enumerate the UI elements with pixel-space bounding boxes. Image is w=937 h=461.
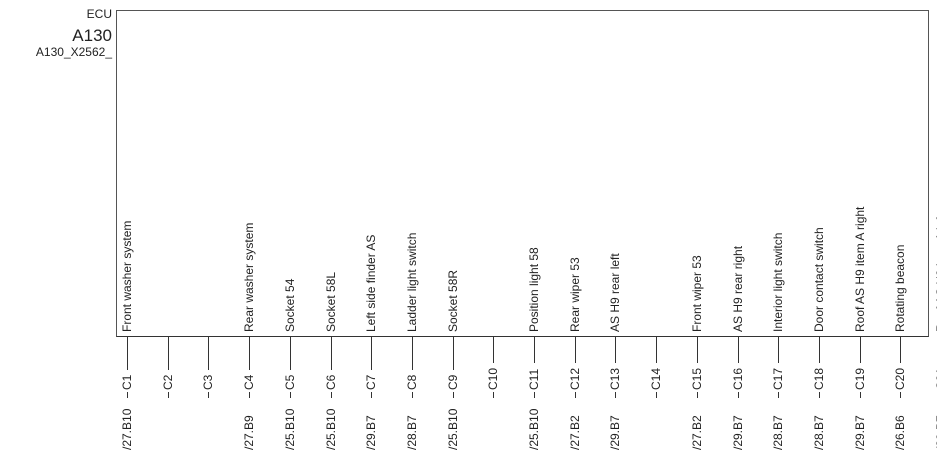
pin-line bbox=[819, 392, 820, 398]
pin-line bbox=[738, 337, 739, 363]
pin-number: C12 bbox=[568, 367, 582, 390]
pin-line bbox=[615, 392, 616, 398]
pin-line bbox=[127, 392, 128, 398]
reference-label: /27.B9 bbox=[242, 415, 256, 450]
pin-line bbox=[738, 392, 739, 398]
signal-label: Position light 58 bbox=[527, 247, 541, 332]
pin-line bbox=[778, 337, 779, 363]
pin-line bbox=[453, 392, 454, 398]
pin-number: C18 bbox=[812, 367, 826, 390]
pin-line bbox=[493, 392, 494, 398]
pin-number: C17 bbox=[771, 367, 785, 390]
pin-line bbox=[656, 392, 657, 398]
pin-line bbox=[412, 392, 413, 398]
pin-number: C7 bbox=[364, 374, 378, 390]
pin-line bbox=[371, 392, 372, 398]
pin-line bbox=[208, 337, 209, 370]
reference-label: /26.B6 bbox=[893, 415, 907, 450]
connector-id-label: A130_X2562_ bbox=[35, 45, 112, 59]
reference-label: /25.B10 bbox=[446, 408, 460, 450]
pin-line bbox=[534, 392, 535, 398]
signal-label: AS H9 rear right bbox=[731, 245, 745, 332]
reference-label: /28.B7 bbox=[405, 415, 419, 450]
signal-label: Socket 58L bbox=[324, 271, 338, 332]
pin-line bbox=[453, 337, 454, 370]
pin-number: C14 bbox=[649, 367, 663, 390]
pin-number: C9 bbox=[446, 374, 460, 390]
pin-number: C8 bbox=[405, 374, 419, 390]
reference-label: /29.B7 bbox=[853, 415, 867, 450]
reference-label: /27.B10 bbox=[120, 408, 134, 450]
pin-number: C19 bbox=[853, 367, 867, 390]
signal-label: Front wiper 53 bbox=[690, 255, 704, 332]
reference-label: /25.B10 bbox=[527, 408, 541, 450]
pin-line bbox=[208, 392, 209, 398]
pin-number: C16 bbox=[731, 367, 745, 390]
pin-line bbox=[249, 337, 250, 370]
reference-label: /25.B10 bbox=[324, 408, 338, 450]
pin-number: C20 bbox=[893, 367, 907, 390]
pin-line bbox=[534, 337, 535, 363]
pin-number: C2 bbox=[161, 374, 175, 390]
reference-label: /29.B7 bbox=[608, 415, 622, 450]
pin-line bbox=[127, 337, 128, 370]
signal-label: Interior light switch bbox=[771, 232, 785, 332]
signal-label: Rear washer system bbox=[242, 222, 256, 332]
signal-label: Door contact switch bbox=[812, 227, 826, 332]
ecu-type-label: ECU bbox=[86, 7, 112, 21]
reference-label: /29.B7 bbox=[364, 415, 378, 450]
signal-label: Rear wiper 53 bbox=[568, 257, 582, 332]
pin-number: C6 bbox=[324, 374, 338, 390]
reference-label: /28.B7 bbox=[771, 415, 785, 450]
signal-label: Front washer system bbox=[120, 220, 134, 332]
pin-line bbox=[290, 337, 291, 370]
ecu-id-label: A130 bbox=[72, 26, 112, 45]
pin-number: C4 bbox=[242, 374, 256, 390]
pin-line bbox=[168, 337, 169, 370]
pin-line bbox=[860, 392, 861, 398]
pin-line bbox=[290, 392, 291, 398]
reference-label: /29.B7 bbox=[731, 415, 745, 450]
signal-label: Socket 58R bbox=[446, 269, 460, 332]
signal-label: AS H9 rear left bbox=[608, 253, 622, 332]
reference-label: /27.B2 bbox=[690, 415, 704, 450]
pin-line bbox=[575, 392, 576, 398]
signal-label: Left side finder AS bbox=[364, 234, 378, 332]
pin-line bbox=[168, 392, 169, 398]
pin-number: C1 bbox=[120, 374, 134, 390]
signal-label: Ladder light switch bbox=[405, 232, 419, 332]
signal-label: Rotating beacon bbox=[893, 244, 907, 332]
pin-line bbox=[615, 337, 616, 363]
reference-label: /27.B2 bbox=[568, 415, 582, 450]
signal-label: Roof AS H9 item A right bbox=[853, 206, 867, 332]
pin-line bbox=[900, 392, 901, 398]
pin-number: C5 bbox=[283, 374, 297, 390]
pin-number: C15 bbox=[690, 367, 704, 390]
pin-line bbox=[371, 337, 372, 370]
pin-number: C13 bbox=[608, 367, 622, 390]
pin-line bbox=[697, 392, 698, 398]
signal-label: Socket 54 bbox=[283, 278, 297, 332]
pin-line bbox=[900, 337, 901, 363]
pin-line bbox=[656, 337, 657, 363]
pin-line bbox=[575, 337, 576, 363]
pin-line bbox=[778, 392, 779, 398]
pin-line bbox=[860, 337, 861, 363]
reference-label: /28.B7 bbox=[812, 415, 826, 450]
reference-label: /25.B10 bbox=[283, 408, 297, 450]
pin-line bbox=[331, 392, 332, 398]
pin-line bbox=[819, 337, 820, 363]
pin-number: C10 bbox=[486, 367, 500, 390]
pin-line bbox=[697, 337, 698, 363]
pin-line bbox=[412, 337, 413, 370]
pin-number: C11 bbox=[527, 368, 541, 390]
connector-frame bbox=[116, 10, 929, 337]
pin-line bbox=[493, 337, 494, 363]
pin-line bbox=[331, 337, 332, 370]
pin-line bbox=[249, 392, 250, 398]
pin-number: C3 bbox=[201, 374, 215, 390]
